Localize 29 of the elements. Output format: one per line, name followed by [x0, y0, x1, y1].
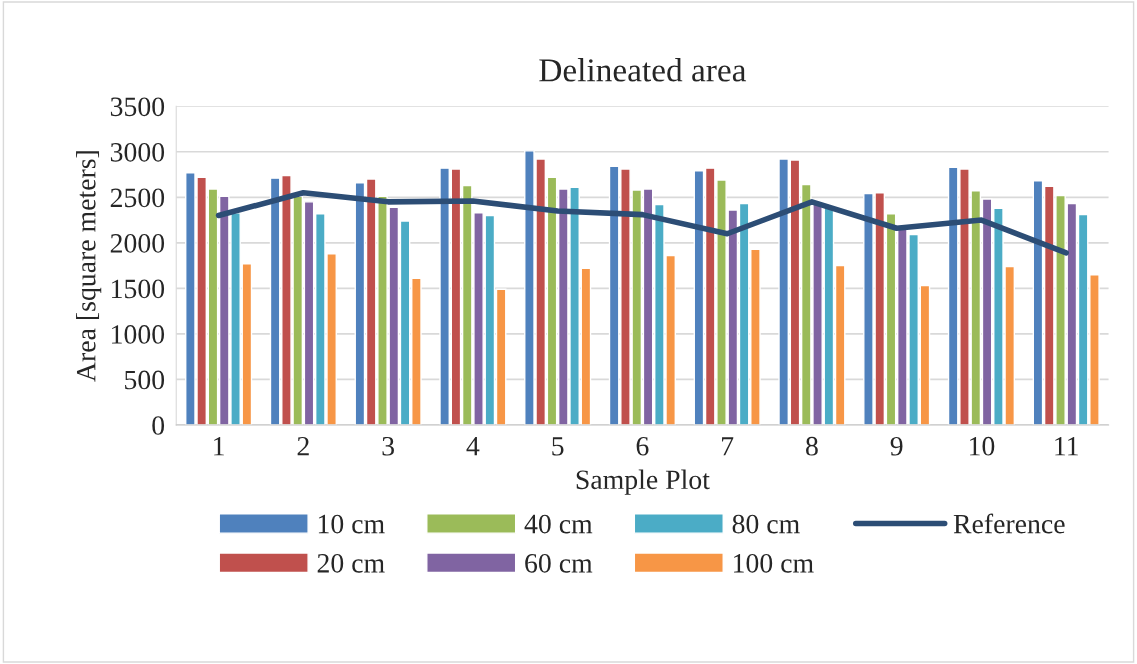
x-tick-label: 11 [1055, 437, 1078, 456]
legend-label: 20 cm [317, 553, 385, 573]
x-tick-label: 2 [297, 436, 309, 456]
y-tick-label: 1500 [112, 279, 165, 299]
x-tick-label: 5 [552, 437, 564, 456]
x-tick-label: 1 [214, 437, 224, 456]
legend-label: 40 cm [524, 514, 593, 534]
legend-label: 100 cm [734, 553, 814, 573]
x-tick-label: 10 [969, 436, 995, 456]
legend-label: Reference [953, 513, 1065, 534]
y-axis-title: Area [square meters] [76, 151, 102, 382]
y-tick-label: 0 [152, 416, 165, 435]
x-tick-label: 3 [382, 436, 394, 456]
x-tick-label: 9 [890, 436, 903, 456]
x-tick-label: 4 [466, 437, 480, 456]
chart-title: Delineated area [539, 58, 747, 82]
y-tick-label: 1000 [112, 325, 165, 344]
y-tick-label: 3500 [110, 97, 165, 117]
y-tick-label: 2000 [110, 234, 165, 253]
legend-label: 60 cm [525, 553, 593, 573]
x-tick-label: 6 [636, 436, 649, 456]
y-tick-label: 2500 [110, 188, 165, 208]
y-tick-label: 3000 [110, 142, 165, 162]
x-axis-title: Sample Plot [576, 469, 710, 495]
legend-label: 10 cm [318, 514, 385, 534]
x-tick-label: 7 [722, 437, 734, 456]
y-tick-label: 500 [125, 370, 165, 390]
legend-label: 80 cm [732, 514, 800, 534]
x-tick-label: 8 [806, 436, 818, 456]
